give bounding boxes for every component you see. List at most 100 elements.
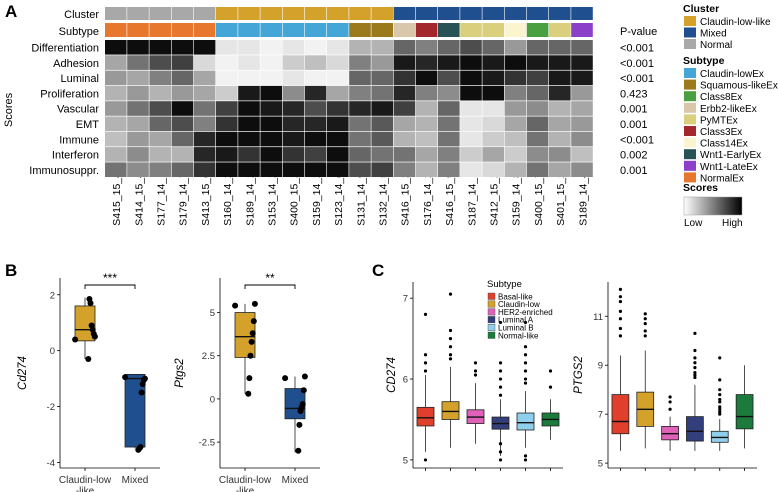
outlier-point (523, 454, 528, 458)
heatmap-cell (549, 116, 571, 132)
cluster-annotation-cell (238, 7, 260, 20)
scores-gradient-bar (683, 196, 743, 216)
outlier-point (548, 385, 553, 389)
heatmap-cell (193, 85, 216, 101)
heatmap-cell (127, 131, 149, 147)
heatmap-cell (460, 147, 482, 162)
heatmap-cell (571, 101, 593, 116)
pvalue-text: 0.002 (620, 150, 648, 162)
subtype-annotation-cell (238, 23, 260, 37)
outlier-point (693, 366, 697, 370)
outlier-point (523, 361, 528, 365)
legend-subtype-item: Erbb2-likeEx (700, 104, 757, 115)
outlier-point (618, 309, 623, 313)
cluster-annotation-cell (482, 7, 504, 20)
data-point (251, 300, 258, 307)
heatmap-cell (282, 55, 305, 70)
score-row-label: Vascular (57, 104, 99, 116)
heatmap-cell (460, 40, 482, 55)
outlier-point (448, 337, 453, 341)
legend-subtype-c-item: Luminal B (498, 324, 534, 333)
sample-label: S400_15_7 (533, 172, 545, 226)
heatmap-cell (415, 101, 438, 116)
heatmap-cell (327, 147, 349, 162)
legend-subtype-c-item: Normal-like (498, 331, 539, 340)
heatmap-cell (549, 131, 571, 147)
heatmap-cell (304, 85, 327, 101)
subtype-annotation-cell (149, 23, 171, 37)
legend-subtype-swatch (684, 68, 696, 78)
heatmap-cell (393, 85, 416, 101)
heatmap-cell (304, 55, 327, 70)
heatmap-cell (327, 116, 349, 132)
heatmap-cell (105, 85, 127, 101)
legend-scores-title: Scores (683, 182, 718, 194)
heatmap-cell (260, 116, 282, 132)
heatmap-cell (349, 70, 371, 86)
y-axis-label: Ptgs2 (174, 358, 186, 388)
legend-subtype-swatch (684, 126, 696, 136)
heatmap-cell (238, 40, 260, 55)
subtype-annotation-cell (415, 23, 438, 37)
heatmap-cell (393, 116, 416, 132)
heatmap-cell (526, 147, 549, 162)
heatmap-cell (193, 147, 216, 162)
y-tick-label: 2 (50, 290, 55, 301)
heatmap-cell (238, 55, 260, 70)
outlier-point (718, 378, 722, 382)
heatmap-cell (127, 162, 149, 177)
heatmap-cell (327, 162, 349, 177)
heatmap-cell (105, 101, 127, 116)
subtype-annotation-cell (216, 23, 238, 37)
heatmap-cell (460, 162, 482, 177)
heatmap-cell (171, 131, 194, 147)
y-tick-label: 2.5 (202, 351, 215, 362)
heatmap-cell (171, 40, 194, 55)
heatmap-cell (327, 131, 349, 147)
legend-cluster-title: Cluster (683, 3, 719, 15)
legend-subtype-c-item: Luminal A (498, 316, 534, 325)
legend-cluster-swatch (684, 27, 696, 38)
heatmap-cell (216, 116, 238, 132)
heatmap-cell (149, 101, 171, 116)
y-axis-label: CD274 (386, 357, 398, 393)
heatmap-cell (571, 40, 593, 55)
y-tick-label: 5 (598, 459, 603, 470)
heatmap-cell (438, 40, 460, 55)
legend-subtype-c-item: HER2-enriched (498, 308, 553, 317)
heatmap-cell (460, 116, 482, 132)
outlier-point (643, 329, 647, 333)
heatmap-cell (216, 55, 238, 70)
sample-label: S176_14_2 (422, 172, 434, 226)
heatmap-cell (482, 101, 504, 116)
box (735, 394, 754, 430)
outlier-point (718, 410, 722, 414)
cluster-annotation-cell (571, 7, 593, 20)
outlier-point (473, 373, 478, 377)
outlier-point (498, 450, 503, 454)
legend-scores-low: Low (684, 218, 703, 229)
heatmap-cell (260, 147, 282, 162)
heatmap-cell (282, 40, 305, 55)
heatmap-cell (349, 85, 371, 101)
score-row-label: Immune (59, 134, 99, 146)
box (74, 305, 96, 342)
heatmap-cell (393, 147, 416, 162)
heatmap-cell (549, 70, 571, 86)
cluster-annotation-cell (349, 7, 371, 20)
heatmap-cell (193, 162, 216, 177)
heatmap-cell (127, 85, 149, 101)
heatmap-cell (349, 101, 371, 116)
outlier-point (693, 356, 697, 360)
data-point (248, 338, 255, 345)
sample-label: S159_14_2 (311, 172, 323, 226)
subtype-annotation-label: Subtype (59, 26, 99, 38)
outlier-point (643, 334, 647, 338)
sample-label: S414_15_4 (133, 172, 145, 226)
score-row-label: EMT (76, 119, 100, 131)
outlier-point (643, 317, 647, 321)
box (686, 416, 704, 442)
heatmap-cell (460, 101, 482, 116)
heatmap-cell (149, 85, 171, 101)
data-point (249, 330, 256, 337)
